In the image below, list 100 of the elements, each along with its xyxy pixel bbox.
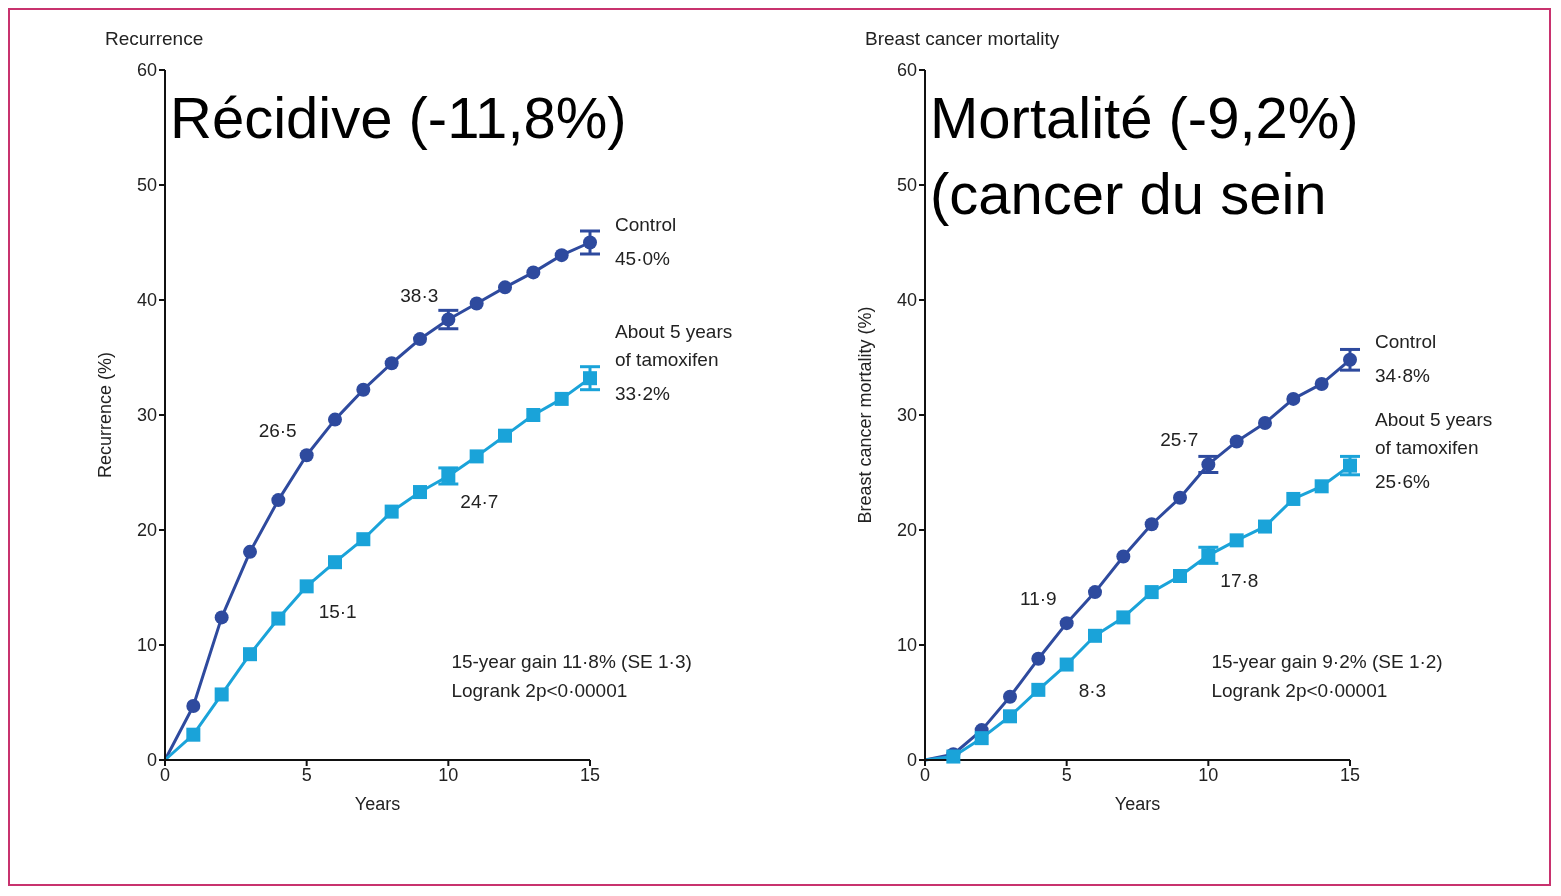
x-tick-label: 0 xyxy=(159,764,171,785)
point xyxy=(186,698,201,713)
x-tick-label: 15 xyxy=(1339,764,1361,785)
series-label: About 5 years of tamoxifen xyxy=(1375,408,1493,458)
annotation: 26·5 xyxy=(258,420,297,442)
chart-subtitle: Récidive (-11,8%) xyxy=(170,84,627,152)
annotation: 8·3 xyxy=(1078,679,1107,701)
point xyxy=(1343,352,1357,367)
point xyxy=(356,382,371,397)
point xyxy=(1286,491,1301,506)
point xyxy=(583,371,597,386)
point xyxy=(554,391,569,406)
point xyxy=(469,296,484,311)
annotation: 25·6% xyxy=(1375,470,1431,492)
series-label: Control xyxy=(615,213,677,235)
point xyxy=(1059,616,1074,631)
point xyxy=(384,356,399,371)
annotation: 25·7 xyxy=(1160,429,1199,451)
point xyxy=(1173,490,1187,505)
annotation: Logrank 2p<0·00001 xyxy=(1211,679,1389,704)
point xyxy=(1003,709,1017,724)
point xyxy=(469,449,484,464)
x-tick-label: 5 xyxy=(1061,764,1072,785)
point xyxy=(413,485,427,500)
point xyxy=(1031,651,1046,666)
point xyxy=(1229,434,1244,449)
annotation: 17·8 xyxy=(1220,570,1259,592)
y-tick-label: 50 xyxy=(136,175,157,196)
point xyxy=(1031,682,1046,697)
x-tick-label: 5 xyxy=(301,764,312,785)
annotation: 15-year gain 9·2% (SE 1·2) xyxy=(1211,650,1443,675)
y-tick-label: 40 xyxy=(896,290,917,311)
point xyxy=(526,408,541,422)
point xyxy=(1088,628,1102,643)
point xyxy=(214,610,229,625)
annotation: 34·8% xyxy=(1375,364,1431,386)
point xyxy=(1116,549,1131,564)
point xyxy=(1173,569,1187,583)
point xyxy=(243,544,257,559)
x-tick-label: 10 xyxy=(1198,764,1219,785)
y-tick-label: 0 xyxy=(906,750,917,771)
series-label: Control xyxy=(1375,330,1437,352)
x-axis-title: Years xyxy=(1114,794,1161,814)
point xyxy=(1314,376,1329,391)
point xyxy=(384,504,399,519)
series-label: About 5 years of tamoxifen xyxy=(615,321,733,371)
point xyxy=(1314,479,1329,494)
point xyxy=(1003,689,1017,704)
point xyxy=(498,280,512,295)
annotation: 15·1 xyxy=(318,601,357,623)
y-tick-label: 50 xyxy=(896,175,917,196)
point xyxy=(526,265,541,280)
annotation: 11·9 xyxy=(1020,588,1057,610)
text: Mortalité (-9,2%) (cancer du sein xyxy=(930,84,1359,228)
annotation: 33·2% xyxy=(615,383,671,405)
point xyxy=(1116,610,1131,625)
y-tick-label: 10 xyxy=(136,635,157,656)
point xyxy=(186,727,201,742)
point xyxy=(583,235,597,250)
annotation: 24·7 xyxy=(460,490,499,512)
y-tick-label: 0 xyxy=(146,750,157,771)
annotation: 15-year gain 11·8% (SE 1·3) xyxy=(451,650,692,675)
point xyxy=(498,428,512,443)
chart-title: Recurrence xyxy=(105,28,204,50)
y-axis-title: Recurrence (%) xyxy=(95,351,116,479)
annotation: Logrank 2p<0·00001 xyxy=(451,679,629,704)
y-tick-label: 20 xyxy=(136,520,157,541)
point xyxy=(1229,533,1244,548)
x-tick-label: 15 xyxy=(579,764,601,785)
point xyxy=(974,731,989,746)
annotation: 38·3 xyxy=(400,284,439,306)
point xyxy=(1144,517,1159,532)
point xyxy=(271,611,286,626)
y-tick-label: 60 xyxy=(896,60,917,81)
chart-title: Breast cancer mortality xyxy=(865,28,1060,50)
point xyxy=(1258,416,1272,431)
point xyxy=(413,332,427,347)
point xyxy=(299,579,314,594)
x-tick-label: 0 xyxy=(919,764,931,785)
point xyxy=(1258,519,1272,534)
y-tick-label: 60 xyxy=(136,60,157,81)
point xyxy=(1286,391,1301,406)
point xyxy=(356,532,371,547)
point xyxy=(1088,585,1102,600)
y-axis-title: Breast cancer mortality (%) xyxy=(855,306,876,524)
annotation: 45·0% xyxy=(615,247,671,269)
point xyxy=(299,448,314,463)
point xyxy=(214,687,229,702)
point xyxy=(271,493,286,508)
y-tick-label: 30 xyxy=(136,405,157,426)
point xyxy=(328,555,342,570)
point xyxy=(554,248,569,263)
point xyxy=(1059,657,1074,672)
y-tick-label: 10 xyxy=(896,635,917,656)
x-tick-label: 10 xyxy=(438,764,459,785)
point xyxy=(328,412,342,427)
y-tick-label: 20 xyxy=(896,520,917,541)
point xyxy=(1144,585,1159,600)
y-tick-label: 30 xyxy=(896,405,917,426)
y-tick-label: 40 xyxy=(136,290,157,311)
